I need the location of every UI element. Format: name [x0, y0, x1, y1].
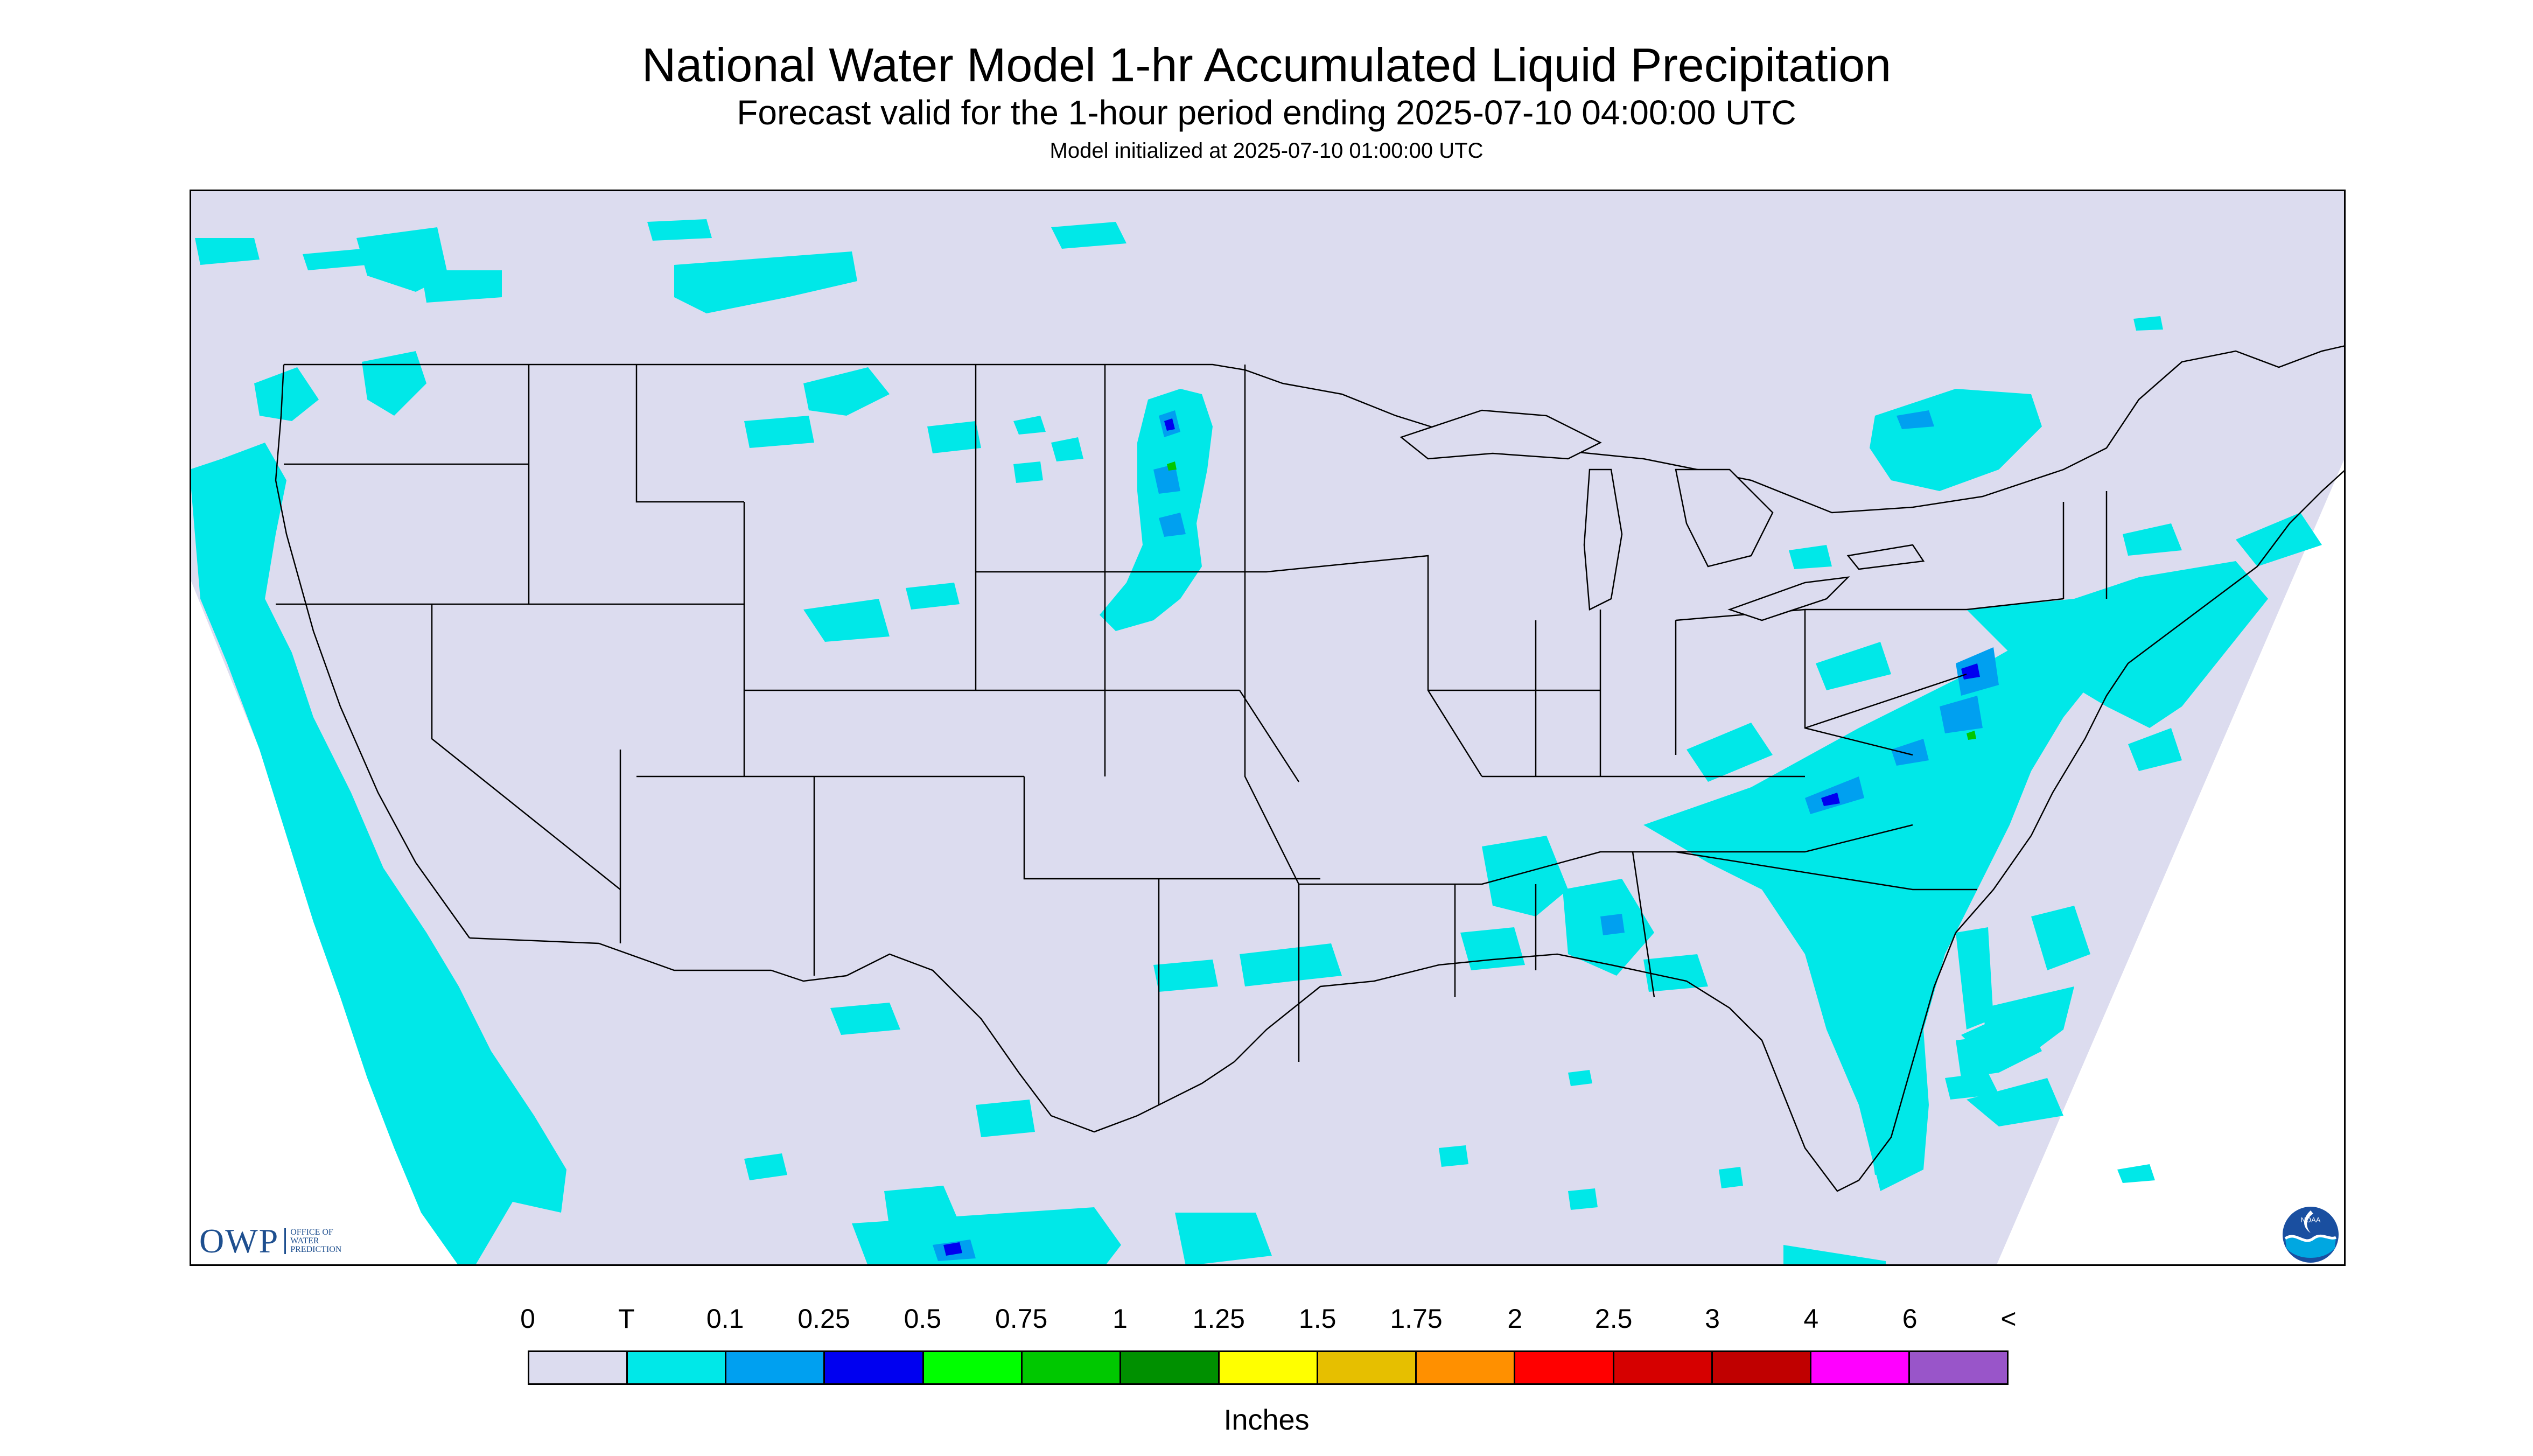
lake-michigan: [1583, 468, 1623, 611]
legend-tick-label: 0.1: [706, 1304, 744, 1334]
legend-tick-label: 4: [1803, 1304, 1819, 1334]
legend-units: Inches: [1223, 1404, 1310, 1436]
map-subtitle: Forecast valid for the 1-hour period end…: [737, 93, 1796, 132]
lake-superior: [1400, 409, 1602, 460]
legend-color-box: [1909, 1352, 2007, 1383]
no-data-right: [1996, 456, 2346, 1266]
legend-color-box: [1022, 1352, 1121, 1383]
moderate-precip-cores: [943, 418, 1980, 1256]
owp-logo: OWP OFFICE OF WATER PREDICTION: [199, 1221, 371, 1261]
legend-color-box: [923, 1352, 1023, 1383]
owp-logo-mark: OWP: [199, 1222, 279, 1260]
legend-color-box: [1811, 1352, 1910, 1383]
legend-tick-label: 2: [1507, 1304, 1523, 1334]
legend-tick-label: 0.25: [797, 1304, 850, 1334]
legend-tick-label: 0.75: [995, 1304, 1048, 1334]
legend-tick-label: 1.25: [1192, 1304, 1245, 1334]
legend-color-box: [628, 1352, 727, 1383]
precipitation-map: [190, 190, 2346, 1266]
trace-precip-areas: [190, 219, 2322, 1266]
legend-color-box: [1712, 1352, 1811, 1383]
legend-color-box: [1515, 1352, 1614, 1383]
legend-color-box: [1121, 1352, 1220, 1383]
map-title: National Water Model 1-hr Accumulated Li…: [641, 38, 1892, 92]
lake-ontario: [1846, 544, 1925, 570]
legend-tick-label: T: [618, 1304, 635, 1334]
legend-color-box: [529, 1352, 628, 1383]
legend-tick-label: <: [2000, 1304, 2017, 1334]
noaa-logo-text: NOAA: [2301, 1216, 2321, 1224]
lake-huron: [1675, 468, 1774, 568]
legend-color-box: [1318, 1352, 1417, 1383]
legend-color-box: [1417, 1352, 1516, 1383]
legend-color-box: [726, 1352, 825, 1383]
pacific-coast: [275, 364, 471, 939]
legend-tick-label: 1: [1112, 1304, 1128, 1334]
legend-tick-label: 2.5: [1594, 1304, 1633, 1334]
legend-tick-label: 0: [520, 1304, 535, 1334]
legend-tick-label: 1.5: [1298, 1304, 1337, 1334]
boundary-lines: [275, 345, 2346, 1192]
gulf-coast: [1234, 932, 1957, 1192]
legend-color-box: [1219, 1352, 1319, 1383]
legend-color-box: [825, 1352, 924, 1383]
noaa-logo-icon: NOAA: [2283, 1207, 2339, 1263]
legend-tick-label: 6: [1902, 1304, 1918, 1334]
color-legend: [528, 1350, 2009, 1385]
mexico-border: [469, 937, 1235, 1133]
legend-tick-label: 0.5: [904, 1304, 942, 1334]
model-init-text: Model initialized at 2025-07-10 01:00:00…: [1049, 139, 1484, 163]
great-lakes: [1400, 409, 1925, 621]
owp-logo-subtext: OFFICE OF WATER PREDICTION: [284, 1228, 371, 1254]
legend-tick-label: 3: [1705, 1304, 1720, 1334]
atlantic-coast: [1955, 469, 2346, 933]
canada-border: [284, 345, 2346, 514]
heavy-precip-cores: [1167, 461, 1976, 740]
legend-tick-label: 1.75: [1390, 1304, 1443, 1334]
lake-erie: [1727, 576, 1850, 621]
legend-color-box: [1614, 1352, 1713, 1383]
